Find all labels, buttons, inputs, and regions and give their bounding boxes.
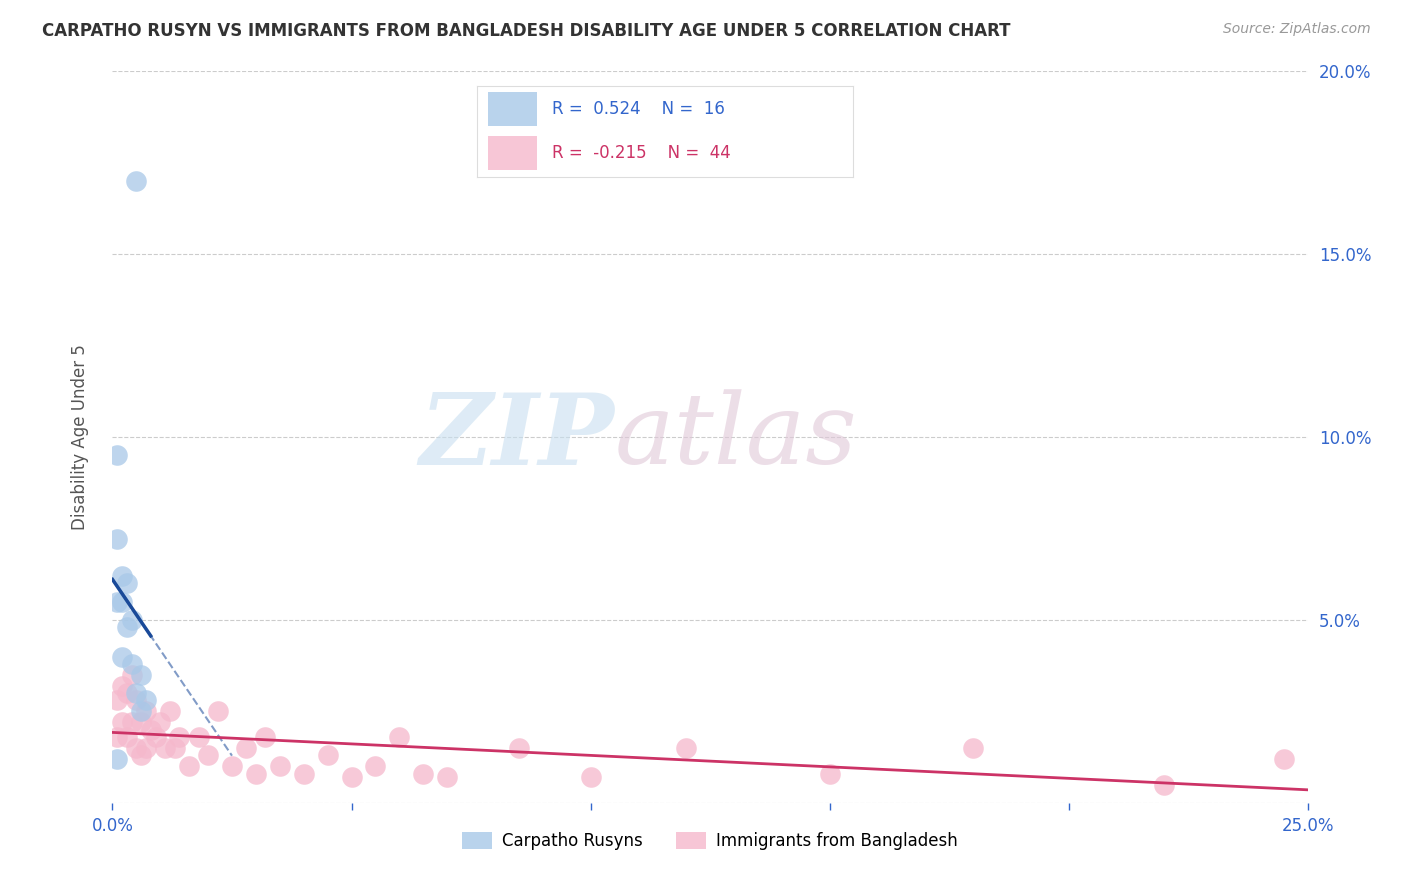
Point	[149, 715, 172, 730]
Point	[135, 693, 157, 707]
Point	[111, 649, 134, 664]
Point	[105, 693, 128, 707]
Y-axis label: Disability Age Under 5: Disability Age Under 5	[70, 344, 89, 530]
Point	[111, 594, 134, 608]
Point	[115, 686, 138, 700]
Point	[159, 705, 181, 719]
Point	[129, 705, 152, 719]
Point	[153, 740, 176, 755]
Point	[121, 613, 143, 627]
Text: CARPATHO RUSYN VS IMMIGRANTS FROM BANGLADESH DISABILITY AGE UNDER 5 CORRELATION : CARPATHO RUSYN VS IMMIGRANTS FROM BANGLA…	[42, 22, 1011, 40]
Point	[125, 740, 148, 755]
Point	[675, 740, 697, 755]
Point	[105, 594, 128, 608]
Point	[962, 740, 984, 755]
Point	[105, 730, 128, 744]
Point	[818, 766, 841, 780]
Point	[1153, 778, 1175, 792]
Point	[269, 759, 291, 773]
Legend: Carpatho Rusyns, Immigrants from Bangladesh: Carpatho Rusyns, Immigrants from Banglad…	[456, 825, 965, 856]
Text: ZIP: ZIP	[419, 389, 614, 485]
Point	[125, 174, 148, 188]
Point	[316, 748, 339, 763]
Point	[508, 740, 530, 755]
Point	[121, 715, 143, 730]
Point	[388, 730, 411, 744]
Point	[197, 748, 219, 763]
Point	[115, 620, 138, 634]
Text: Source: ZipAtlas.com: Source: ZipAtlas.com	[1223, 22, 1371, 37]
Point	[129, 667, 152, 681]
Point	[129, 748, 152, 763]
Point	[207, 705, 229, 719]
Point	[364, 759, 387, 773]
Point	[139, 723, 162, 737]
Point	[436, 770, 458, 784]
Point	[129, 715, 152, 730]
Point	[412, 766, 434, 780]
Point	[105, 448, 128, 462]
Point	[292, 766, 315, 780]
Point	[245, 766, 267, 780]
Point	[125, 686, 148, 700]
Text: atlas: atlas	[614, 390, 858, 484]
Point	[111, 679, 134, 693]
Point	[254, 730, 277, 744]
Point	[135, 740, 157, 755]
Point	[115, 576, 138, 591]
Point	[177, 759, 200, 773]
Point	[111, 569, 134, 583]
Point	[115, 730, 138, 744]
Point	[121, 667, 143, 681]
Point	[105, 533, 128, 547]
Point	[125, 693, 148, 707]
Point	[579, 770, 602, 784]
Point	[235, 740, 257, 755]
Point	[121, 657, 143, 671]
Point	[169, 730, 191, 744]
Point	[163, 740, 186, 755]
Point	[187, 730, 209, 744]
Point	[340, 770, 363, 784]
Point	[111, 715, 134, 730]
Point	[221, 759, 243, 773]
Point	[135, 705, 157, 719]
Point	[105, 752, 128, 766]
Point	[1272, 752, 1295, 766]
Point	[145, 730, 167, 744]
